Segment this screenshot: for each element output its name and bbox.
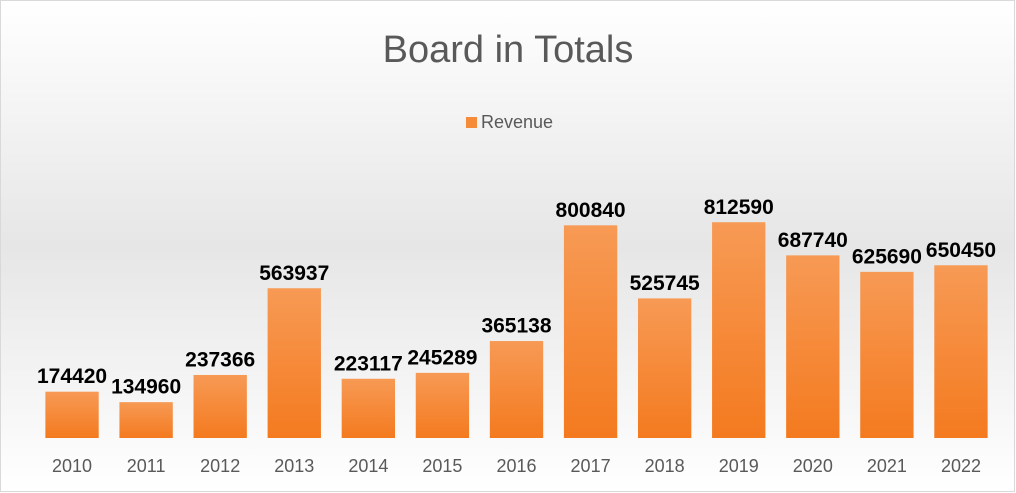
x-tick-label: 2010 [52, 456, 92, 476]
data-label: 174420 [37, 365, 107, 388]
bar [712, 222, 766, 438]
x-tick-label: 2021 [867, 456, 907, 476]
data-label: 223117 [334, 352, 403, 375]
x-tick-label: 2012 [200, 456, 240, 476]
data-label: 650450 [926, 239, 996, 262]
x-tick-label: 2022 [941, 456, 981, 476]
x-tick-label: 2011 [127, 456, 166, 476]
chart-title: Board in Totals [383, 29, 634, 71]
x-tick-label: 2019 [719, 456, 759, 476]
bar [489, 341, 544, 438]
data-label: 625690 [852, 245, 922, 268]
data-label: 245289 [407, 346, 477, 369]
x-tick-label: 2015 [422, 456, 462, 476]
x-tick-label: 2014 [348, 456, 388, 476]
data-label: 365138 [481, 315, 551, 338]
bar [637, 298, 692, 438]
data-label: 563937 [259, 262, 329, 285]
legend-swatch [466, 117, 477, 128]
data-label: 812590 [704, 196, 774, 219]
bar [563, 225, 618, 438]
bar [415, 372, 470, 438]
data-label: 525745 [630, 272, 700, 295]
x-tick-label: 2018 [645, 456, 685, 476]
bar [119, 402, 173, 438]
x-tick-label: 2016 [496, 456, 536, 476]
bar [267, 288, 321, 438]
bar [786, 255, 840, 438]
x-tick-label: 2020 [793, 456, 833, 476]
data-label: 800840 [556, 199, 626, 222]
bar [193, 374, 247, 438]
legend-label: Revenue [481, 112, 553, 132]
data-label: 237366 [185, 349, 255, 372]
x-tick-label: 2013 [274, 456, 314, 476]
bar [860, 271, 914, 438]
bar [45, 391, 99, 438]
data-label: 134960 [111, 376, 181, 399]
bar [934, 265, 988, 438]
data-label: 687740 [778, 229, 848, 252]
x-tick-label: 2017 [571, 456, 611, 476]
bar [341, 378, 396, 438]
